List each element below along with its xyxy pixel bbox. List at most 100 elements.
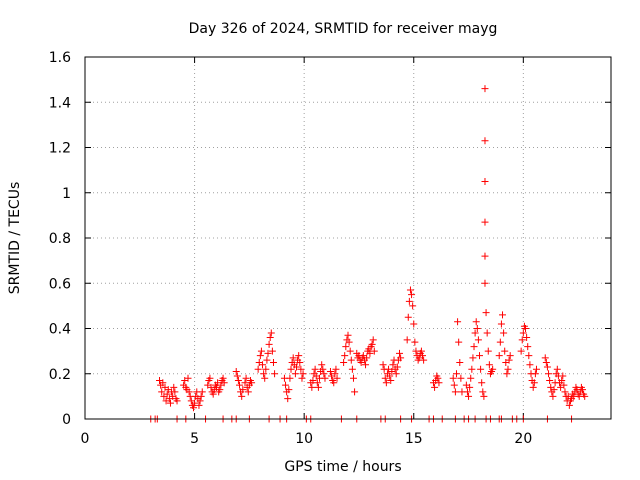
data-point — [387, 377, 395, 385]
data-point — [311, 365, 319, 373]
data-point — [347, 356, 355, 364]
data-point — [267, 329, 275, 337]
data-point — [345, 338, 353, 346]
data-point — [158, 388, 166, 396]
data-point — [541, 354, 549, 362]
data-point — [349, 374, 357, 382]
data-point — [173, 397, 181, 405]
data-point — [481, 85, 489, 93]
data-point — [542, 358, 550, 366]
y-axis-label: SRMTID / TECUs — [7, 182, 23, 295]
data-point — [271, 370, 279, 378]
data-point — [410, 320, 418, 328]
data-point — [331, 370, 339, 378]
data-point — [259, 361, 267, 369]
data-point — [581, 392, 589, 400]
data-point — [321, 374, 329, 382]
data-point — [163, 390, 171, 398]
data-point — [297, 365, 305, 373]
data-point — [220, 379, 228, 387]
data-point — [545, 370, 553, 378]
data-point — [404, 313, 412, 321]
data-point — [291, 370, 299, 378]
data-point — [198, 388, 206, 396]
y-tick-label: 0.8 — [49, 231, 71, 247]
data-point — [496, 338, 504, 346]
data-point — [266, 334, 274, 342]
x-tick-label: 20 — [514, 431, 532, 447]
data-point — [499, 311, 507, 319]
data-point — [403, 336, 411, 344]
data-point — [326, 367, 334, 375]
data-point — [501, 347, 509, 355]
data-point — [319, 365, 327, 373]
data-point — [559, 372, 567, 380]
data-point — [184, 374, 192, 382]
data-point — [256, 352, 264, 360]
data-point — [320, 370, 328, 378]
data-point — [431, 383, 439, 391]
data-point — [504, 365, 512, 373]
data-point — [483, 329, 491, 337]
data-point — [185, 388, 193, 396]
data-point — [366, 349, 374, 357]
data-point — [467, 374, 475, 382]
y-tick-label: 0.6 — [49, 276, 71, 292]
data-point — [495, 352, 503, 360]
x-tick-label: 10 — [295, 431, 313, 447]
data-point — [417, 347, 425, 355]
data-point — [189, 404, 197, 412]
data-point — [346, 347, 354, 355]
data-point — [530, 379, 538, 387]
data-point — [363, 354, 371, 362]
y-tick-label: 0.2 — [49, 367, 71, 383]
data-point — [482, 309, 490, 317]
data-point — [333, 374, 341, 382]
data-point — [456, 358, 464, 366]
data-point — [171, 388, 179, 396]
data-point — [553, 365, 561, 373]
data-point — [248, 379, 256, 387]
data-point — [465, 392, 473, 400]
data-point — [526, 361, 534, 369]
y-tick-label: 0 — [62, 412, 71, 428]
data-point — [500, 329, 508, 337]
data-point — [406, 286, 414, 294]
data-point — [348, 365, 356, 373]
data-point — [468, 365, 476, 373]
data-point — [481, 252, 489, 260]
data-point — [314, 383, 322, 391]
data-point — [546, 377, 554, 385]
data-point — [484, 347, 492, 355]
data-point — [481, 177, 489, 185]
data-point — [268, 347, 276, 355]
data-point — [244, 388, 252, 396]
data-point — [485, 361, 493, 369]
data-point — [451, 388, 459, 396]
data-point — [309, 377, 317, 385]
data-point — [381, 374, 389, 382]
data-point — [543, 363, 551, 371]
data-point — [529, 383, 537, 391]
data-point — [260, 370, 268, 378]
data-point — [525, 352, 533, 360]
data-point — [481, 218, 489, 226]
data-point — [340, 358, 348, 366]
data-point — [532, 365, 540, 373]
data-point — [299, 370, 307, 378]
data-point — [344, 331, 352, 339]
data-point — [379, 361, 387, 369]
data-point — [450, 381, 458, 389]
data-point — [369, 336, 377, 344]
data-point — [236, 381, 244, 389]
data-point — [524, 343, 532, 351]
data-point — [286, 374, 294, 382]
data-point — [285, 386, 293, 394]
data-point — [396, 349, 404, 357]
data-point — [269, 358, 277, 366]
data-point — [313, 379, 321, 387]
data-point — [480, 392, 488, 400]
data-point — [497, 320, 505, 328]
data-point — [476, 352, 483, 360]
